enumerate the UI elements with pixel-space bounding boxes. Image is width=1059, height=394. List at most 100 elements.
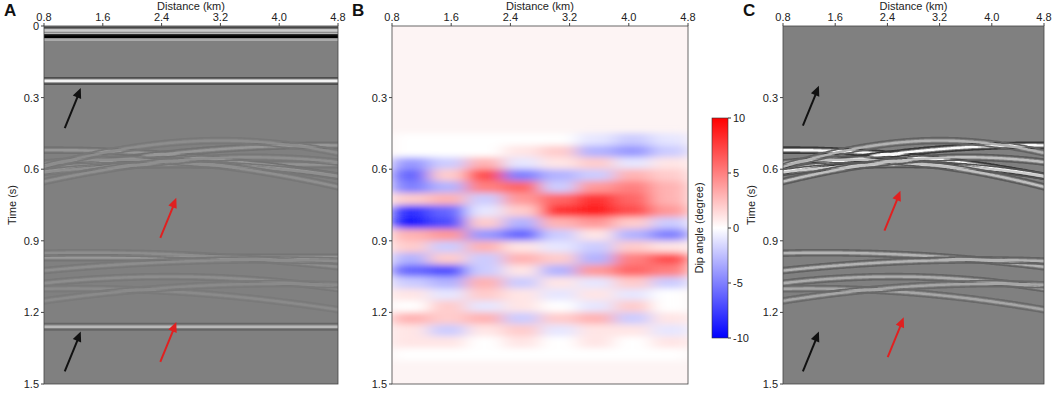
reflector [44, 29, 338, 32]
figure: 0.81.62.43.24.04.8Distance (km)00.30.60.… [0, 0, 1059, 394]
y-tick-label: 0.9 [372, 235, 387, 247]
cell [392, 289, 430, 301]
reflector [44, 35, 338, 38]
y-tick-label: 1.2 [372, 306, 387, 318]
reflector [44, 80, 338, 83]
cell [577, 265, 615, 277]
frame [392, 26, 688, 384]
cell [392, 265, 430, 277]
y-tick-label: 1.5 [372, 378, 387, 390]
x-tick-label: 3.2 [932, 11, 947, 23]
x-tick-label: 3.2 [213, 11, 228, 23]
x-tick [510, 23, 511, 26]
background [392, 26, 688, 384]
y-tick [780, 384, 783, 385]
plot-area [392, 26, 688, 384]
y-tick [389, 384, 392, 385]
cell [577, 181, 615, 193]
arrow [803, 86, 819, 126]
y-tick-label: 0 [33, 20, 39, 32]
cell [651, 193, 688, 205]
cell [651, 133, 688, 145]
x-tick-label: 0.8 [775, 11, 790, 23]
arrow-shaft [65, 95, 79, 128]
arrow-head [892, 191, 900, 202]
arrow-shaft [888, 324, 902, 357]
cell [429, 324, 467, 336]
cell [540, 289, 578, 301]
cell [429, 253, 467, 265]
cell [614, 157, 652, 169]
cell [614, 312, 652, 324]
reflector [44, 27, 338, 29]
cell [577, 324, 615, 336]
cell [466, 324, 504, 336]
reflector [44, 329, 338, 331]
panel-label: A [4, 1, 16, 20]
cell [614, 241, 652, 253]
cell [503, 169, 541, 181]
diffraction [44, 157, 338, 181]
cell [540, 169, 578, 181]
x-tick-label: 1.6 [444, 11, 459, 23]
cell [503, 312, 541, 324]
cell [577, 229, 615, 241]
cell [577, 145, 615, 157]
y-tick-label: 1.5 [24, 378, 39, 390]
cell [540, 229, 578, 241]
cell [614, 277, 652, 289]
cell [651, 241, 688, 253]
cell [503, 193, 541, 205]
cell [392, 277, 430, 289]
arrow-head [73, 331, 81, 342]
cell [429, 312, 467, 324]
cell [614, 229, 652, 241]
cell [503, 300, 541, 312]
cell [651, 205, 688, 217]
cell [614, 265, 652, 277]
cell [466, 157, 504, 169]
cell [503, 181, 541, 193]
colorbar-tick-label: 5 [733, 167, 739, 179]
x-tick [688, 23, 689, 26]
reflector [44, 37, 338, 39]
cell [614, 181, 652, 193]
x-tick-label: 4.8 [1036, 11, 1051, 23]
arrow-shaft [160, 205, 174, 238]
x-tick-label: 2.4 [154, 11, 169, 23]
cell [651, 145, 688, 157]
cell [651, 217, 688, 229]
cell [540, 336, 578, 348]
y-tick-label: 0.6 [763, 163, 778, 175]
y-axis-label: Time (s) [745, 185, 757, 225]
plot-area [783, 26, 1044, 384]
x-axis-label: Distance (km) [506, 0, 574, 12]
y-tick [780, 240, 783, 241]
arrow-head [811, 86, 819, 97]
cell [392, 348, 430, 360]
reflector [44, 30, 338, 32]
cell [392, 229, 430, 241]
arrow-shaft [65, 338, 79, 371]
arrow-shaft [884, 198, 898, 231]
cell [577, 348, 615, 360]
cell [429, 181, 467, 193]
y-tick-label: 0.6 [24, 163, 39, 175]
diffraction [44, 141, 338, 167]
x-axis-label: Distance (km) [157, 0, 225, 12]
cell [429, 157, 467, 169]
cell [614, 169, 652, 181]
x-tick-label: 3.2 [562, 11, 577, 23]
cell [429, 133, 467, 145]
y-tick-label: 1.5 [763, 378, 778, 390]
cell [503, 157, 541, 169]
y-tick-label: 1.2 [24, 306, 39, 318]
cell [540, 205, 578, 217]
cell [540, 265, 578, 277]
diffraction [44, 284, 338, 301]
cell [651, 348, 688, 360]
cell [540, 324, 578, 336]
x-tick-label: 2.4 [503, 11, 518, 23]
arrow-head [168, 322, 176, 333]
cell [429, 336, 467, 348]
